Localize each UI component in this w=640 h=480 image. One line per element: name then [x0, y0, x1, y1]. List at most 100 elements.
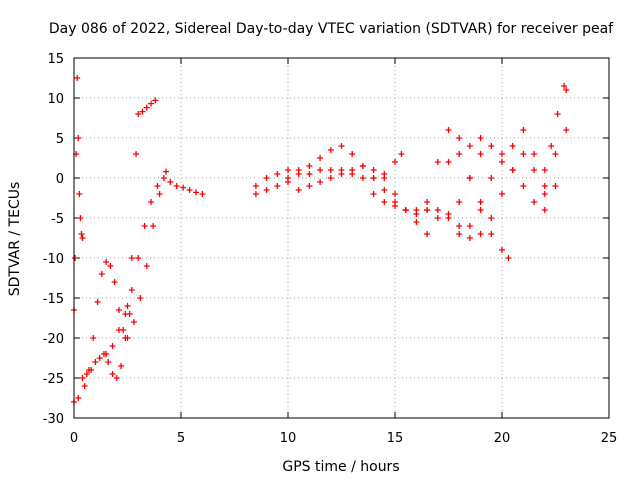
data-point [148, 199, 155, 205]
data-point [349, 171, 356, 177]
y-tick-label: -25 [43, 372, 64, 387]
y-tick-label: 15 [47, 52, 64, 67]
series-spike-0 [71, 75, 86, 313]
data-point [398, 151, 405, 157]
data-point [477, 135, 484, 141]
data-point [103, 351, 110, 357]
data-point [124, 335, 131, 341]
data-point [72, 255, 79, 261]
data-point [90, 335, 97, 341]
data-point [128, 287, 135, 293]
data-point [505, 255, 512, 261]
data-point [130, 319, 137, 325]
data-point [349, 151, 356, 157]
data-point [531, 167, 538, 173]
data-point [263, 187, 270, 193]
x-tick-label: 0 [70, 431, 78, 446]
data-point [541, 167, 548, 173]
data-point [456, 151, 463, 157]
data-point [370, 167, 377, 173]
data-point [92, 359, 99, 365]
data-point [499, 247, 505, 253]
data-point [466, 175, 473, 181]
data-point [317, 179, 324, 185]
data-point [499, 159, 505, 165]
y-tick-label: 5 [56, 132, 64, 147]
y-tick-label: -20 [43, 332, 64, 347]
data-point [466, 235, 473, 241]
data-point [402, 207, 409, 213]
data-point [105, 359, 112, 365]
data-point [111, 279, 118, 285]
data-point [306, 171, 313, 177]
data-point [74, 75, 81, 81]
data-point [541, 207, 548, 213]
series-arc-5 [135, 97, 159, 117]
data-point [370, 175, 377, 181]
data-point [477, 231, 484, 237]
data-point [554, 111, 561, 117]
data-point [552, 151, 559, 157]
data-point [135, 255, 142, 261]
data-point [456, 223, 463, 229]
data-point [81, 383, 88, 389]
series-arc-8 [285, 151, 405, 181]
data-point [456, 231, 463, 237]
data-point [98, 271, 105, 277]
data-point [274, 171, 281, 177]
data-point [413, 219, 420, 225]
series-arc-3 [103, 175, 206, 357]
series-arc-13 [456, 151, 548, 241]
data-point [141, 223, 148, 229]
data-point [466, 223, 473, 229]
data-point [424, 207, 431, 213]
x-tick-label: 5 [177, 431, 185, 446]
y-tick-label: -10 [43, 252, 64, 267]
data-point [520, 151, 527, 157]
data-point [137, 295, 144, 301]
data-point [445, 215, 452, 221]
data-point [252, 183, 259, 189]
data-point [499, 151, 505, 157]
data-point [370, 191, 377, 197]
data-point [434, 207, 441, 213]
data-point [252, 191, 259, 197]
data-point [173, 183, 180, 189]
data-point [541, 191, 548, 197]
data-point [327, 147, 334, 153]
data-point [295, 171, 302, 177]
chart-title: Day 086 of 2022, Sidereal Day-to-day VTE… [49, 21, 614, 37]
data-point [143, 263, 150, 269]
series-arc-10 [424, 127, 570, 221]
plot-frame [73, 57, 610, 419]
data-point [381, 199, 388, 205]
data-point [392, 203, 398, 209]
data-point [263, 175, 270, 181]
data-point [327, 175, 334, 181]
data-point [327, 167, 334, 173]
data-point [107, 263, 114, 269]
data-point [75, 135, 82, 141]
data-point [456, 199, 463, 205]
y-tick-label: -30 [43, 412, 64, 427]
data-point [488, 215, 495, 221]
data-point [548, 143, 555, 149]
data-point [477, 207, 484, 213]
data-point [317, 155, 324, 161]
data-point [520, 127, 527, 133]
y-tick-label: 0 [56, 172, 64, 187]
y-tick-label: -15 [43, 292, 64, 307]
data-point [531, 199, 538, 205]
data-point [94, 299, 101, 305]
data-point [392, 159, 398, 165]
data-point [509, 167, 516, 173]
y-tick-label: -5 [51, 212, 64, 227]
grid-lines [74, 58, 609, 418]
data-point [152, 97, 159, 104]
data-point [115, 327, 122, 333]
data-point [359, 163, 366, 169]
data-point [563, 127, 570, 133]
y-tick-label: 10 [47, 92, 64, 107]
x-tick-label: 20 [494, 431, 511, 446]
data-point [381, 171, 388, 177]
